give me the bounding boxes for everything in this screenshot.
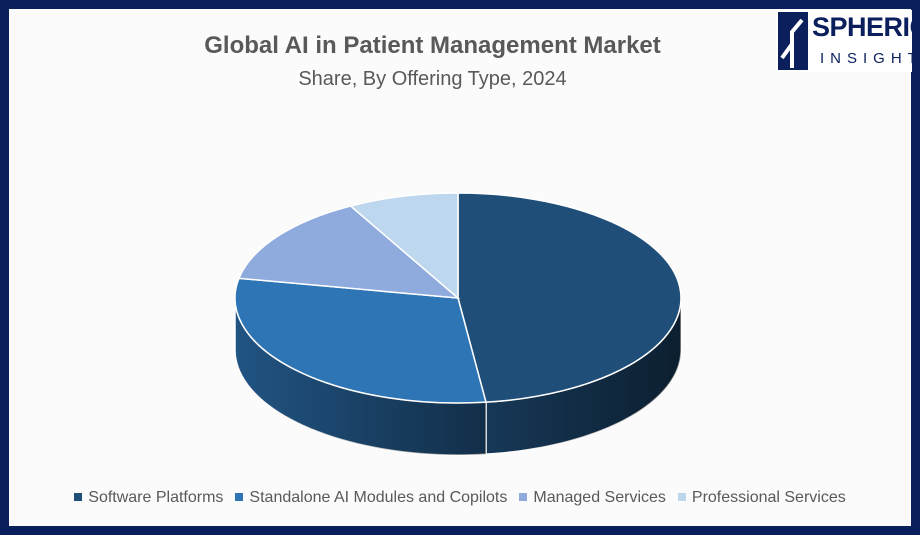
pie-slice-1 (457, 192, 682, 403)
legend-swatch (74, 492, 83, 501)
pie-side-shade-2 (235, 298, 486, 455)
pie-side-shade-1 (485, 298, 681, 455)
brand-logo-icon (778, 12, 808, 70)
legend-label: Software Platforms (88, 489, 224, 506)
chart-title: Global AI in Patient Management Market (204, 32, 661, 59)
legend-label: Professional Services (691, 489, 846, 506)
legend-swatch (235, 492, 244, 501)
legend-item: Software Platforms (74, 489, 223, 507)
brand-name-line1: SPHERICAL (812, 12, 920, 42)
legend-label: Standalone AI Modules and Copilots (249, 489, 508, 506)
pie-slice-2 (234, 277, 487, 404)
chart-subtitle: Share, By Offering Type, 2024 (298, 68, 567, 90)
legend-item: Managed Services (519, 489, 666, 507)
chart-legend: Software Platforms Standalone AI Modules … (0, 489, 920, 507)
legend-swatch (677, 492, 686, 501)
legend-item: Professional Services (677, 489, 846, 507)
legend-swatch (519, 492, 528, 501)
legend-label: Managed Services (533, 489, 666, 506)
pie-slice-4 (348, 192, 459, 300)
pie-slice-3 (237, 205, 461, 299)
legend-item: Standalone AI Modules and Copilots (235, 489, 507, 507)
